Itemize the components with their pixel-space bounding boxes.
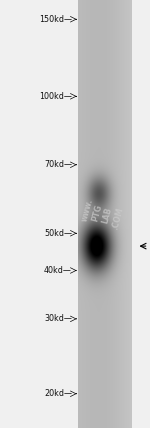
Text: www.
PTG
LAB
.COM: www. PTG LAB .COM xyxy=(80,197,125,231)
Text: 100kd—: 100kd— xyxy=(39,92,72,101)
Text: 150kd—: 150kd— xyxy=(39,15,72,24)
Text: 50kd—: 50kd— xyxy=(44,229,72,238)
Text: 20kd—: 20kd— xyxy=(44,389,72,398)
Text: 30kd—: 30kd— xyxy=(44,314,72,324)
Text: 40kd—: 40kd— xyxy=(44,266,72,275)
Text: 70kd—: 70kd— xyxy=(44,160,72,169)
